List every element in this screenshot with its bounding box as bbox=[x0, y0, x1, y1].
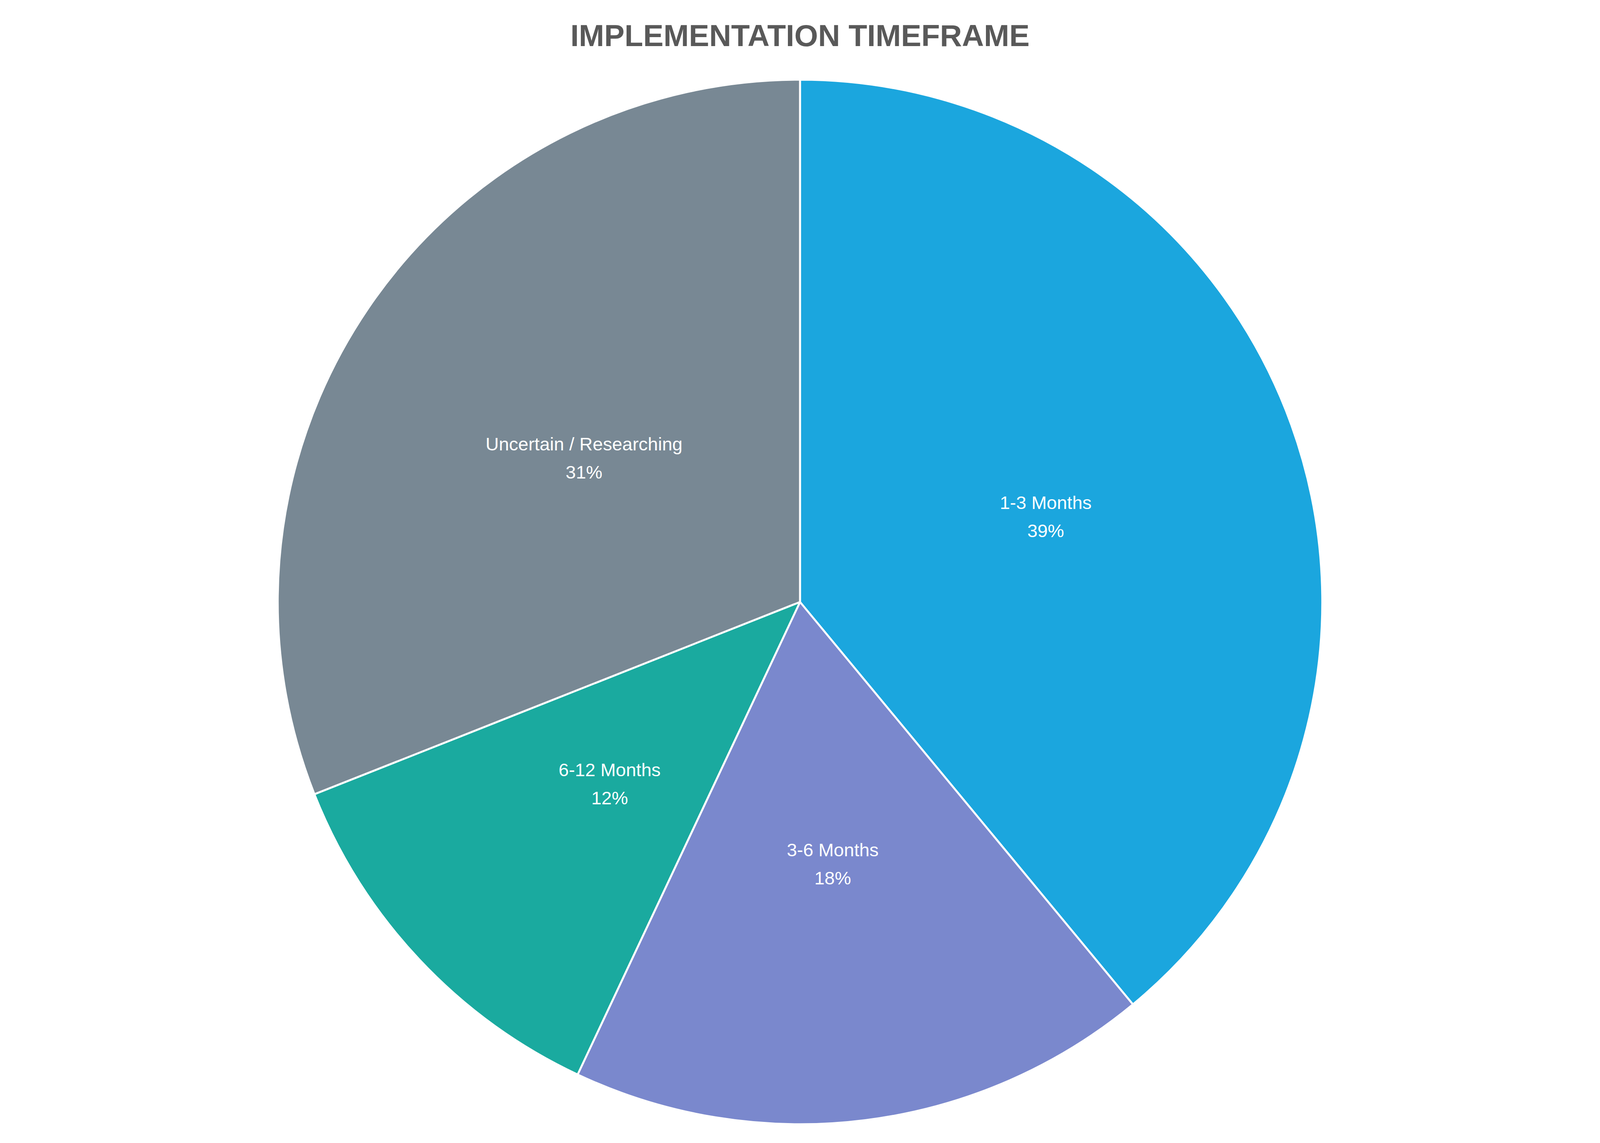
slice-value-label: 18% bbox=[814, 867, 852, 889]
chart-container: IMPLEMENTATION TIMEFRAME 1-3 Months 39% 3-6… bbox=[0, 0, 1600, 1143]
chart-title: IMPLEMENTATION TIMEFRAME bbox=[570, 18, 1030, 53]
slice-value-label: 12% bbox=[591, 787, 629, 809]
slices bbox=[277, 79, 1323, 1125]
slice-category-label: 3-6 Months bbox=[786, 839, 879, 861]
slice-value-label: 39% bbox=[1027, 520, 1065, 542]
chart-svg: IMPLEMENTATION TIMEFRAME 1-3 Months 39% 3-6… bbox=[0, 0, 1600, 1143]
slice-category-label: 1-3 Months bbox=[999, 492, 1092, 513]
pie-slice bbox=[277, 79, 800, 795]
slice-category-label: 6-12 Months bbox=[558, 759, 661, 781]
slice-category-label: Uncertain / Researching bbox=[485, 433, 683, 455]
labels: 1-3 Months 39% 3-6 Months 18% 6-12 Months 12%… bbox=[485, 433, 1092, 889]
slice-value-label: 31% bbox=[565, 461, 603, 483]
